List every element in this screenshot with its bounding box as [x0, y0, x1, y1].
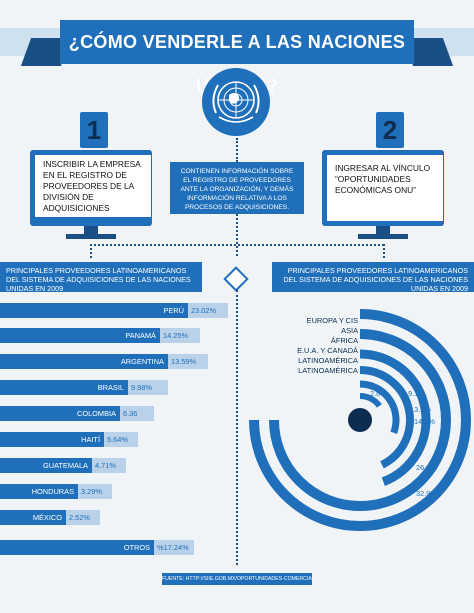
bar-country-label: OTROS	[123, 543, 150, 552]
bar-value-label: %17.24%	[157, 543, 189, 552]
bar-value-label: 23.02%	[191, 306, 217, 315]
connector-horizontal	[90, 244, 384, 246]
source-note: FUENTE: HTTP://SIIE.GOB.MX/OPORTUNIDADES…	[162, 573, 312, 585]
bar-cap	[66, 510, 100, 525]
bar-row: HONDURAS 3.29%	[0, 484, 236, 499]
vertical-divider	[236, 290, 238, 565]
monitor-1-base	[66, 234, 116, 239]
bar-row: MÉXICO 2.52%	[0, 510, 236, 525]
bar-country-label: COLOMBIA	[76, 409, 116, 418]
bar-mark	[0, 406, 120, 421]
bar-country-label: PERÚ	[163, 306, 184, 315]
bar-value-label: 14.25%	[163, 331, 189, 340]
bar-row: PANAMÁ 14.25%	[0, 328, 236, 343]
arc-value-label: 32.9%	[416, 489, 437, 498]
connector-top	[236, 138, 238, 162]
bar-cap	[154, 540, 194, 555]
monitor-2-neck	[376, 226, 390, 234]
arc-value-label: 13.9%	[410, 405, 431, 414]
bar-cap	[78, 484, 112, 499]
page-title: ¿CÓMO VENDERLE A LAS NACIONES UNIDAS?	[60, 20, 414, 96]
bar-row: ARGENTINA 13.59%	[0, 354, 236, 369]
arc-mark	[359, 366, 414, 469]
bar-value-label: 4.71%	[95, 461, 116, 470]
monitor-2-base	[358, 234, 408, 239]
arc-region-label: EUROPA Y CIS	[307, 316, 358, 325]
bar-cap	[188, 303, 228, 318]
monitor-1-neck	[84, 226, 98, 234]
arc-center-dot	[348, 408, 372, 432]
bar-row: PERÚ 23.02%	[0, 303, 236, 318]
bar-country-label: PANAMÁ	[125, 331, 156, 340]
arc-region-label: LATINOAMÉRICA	[298, 366, 358, 375]
un-emblem-icon	[202, 68, 270, 136]
step-1-text: INSCRIBIR LA EMPRESA EN EL REGISTRO DE P…	[35, 155, 151, 217]
bar-row: HAITÍ 5.64%	[0, 432, 236, 447]
arc-value-label: 9.1%	[408, 389, 425, 398]
arc-mark	[249, 309, 471, 531]
bar-cap	[92, 458, 126, 473]
arc-region-label: ASIA	[341, 326, 358, 335]
bar-value-label: 13.59%	[171, 357, 197, 366]
bar-mark	[0, 354, 168, 369]
bar-value-label: 3.29%	[81, 487, 102, 496]
bar-row: OTROS %17.24%	[0, 540, 236, 555]
bar-cap	[160, 328, 200, 343]
bar-mark	[0, 303, 188, 318]
bar-value-label: 2.52%	[69, 513, 90, 522]
bar-country-label: MÉXICO	[32, 513, 62, 522]
bar-value-label: 5.64%	[107, 435, 128, 444]
bar-chart: PERÚ 23.02% PANAMÁ 14.25% ARGENTINA 13.59% BRA…	[0, 303, 236, 558]
bar-mark	[0, 484, 78, 499]
bar-country-label: ARGENTINA	[120, 357, 164, 366]
arc-mark	[359, 393, 382, 408]
arc-region-label: E.U.A. Y CANADÁ	[297, 346, 358, 355]
bar-mark	[0, 380, 128, 395]
bar-cap	[120, 406, 154, 421]
bar-country-label: GUATEMALA	[42, 461, 88, 470]
bar-mark	[0, 328, 160, 343]
bar-cap	[104, 432, 138, 447]
bar-row: BRASIL 9.98%	[0, 380, 236, 395]
connector-middle	[236, 214, 238, 256]
arc-value-label: 14.5%	[414, 417, 435, 426]
step-2-text: INGRESAR AL VÍNCULO “OPORTUNIDADES ECONÓ…	[327, 155, 443, 221]
bar-cap	[128, 380, 168, 395]
monitor-1: INSCRIBIR LA EMPRESA EN EL REGISTRO DE P…	[30, 150, 152, 226]
bar-cap	[168, 354, 208, 369]
monitor-2: INGRESAR AL VÍNCULO “OPORTUNIDADES ECONÓ…	[322, 150, 444, 226]
right-section-header: PRINCIPALES PROVEEDORES LATINOAMERICANOS…	[272, 262, 474, 293]
bar-country-label: HONDURAS	[31, 487, 74, 496]
bar-country-label: HAITÍ	[81, 435, 100, 444]
step-2-badge: 2	[376, 112, 404, 148]
bar-value-label: 9.98%	[131, 383, 152, 392]
arc-value-label: 2.8%	[370, 389, 387, 398]
arc-region-label: ÁFRICA	[331, 336, 358, 345]
arc-mark	[359, 349, 431, 486]
divider-diamond-icon	[223, 266, 249, 292]
arc-mark	[359, 380, 400, 434]
bar-row: GUATEMALA 4.71%	[0, 458, 236, 473]
bar-value-label: 6.36	[123, 409, 138, 418]
arc-chart: EUROPA Y CIS 32.9% ASIA 26.8% ÁFRICA 14.5% E.U…	[240, 300, 474, 562]
connector-left	[90, 244, 92, 258]
arc-region-label: LATINOAMÉRICA	[298, 356, 358, 365]
bar-row: COLOMBIA 6.36	[0, 406, 236, 421]
arc-value-label: 26.8%	[416, 463, 437, 472]
arc-mark	[269, 329, 451, 511]
middle-note: CONTIENEN INFORMACIÓN SOBRE EL REGISTRO …	[170, 162, 304, 214]
bar-country-label: BRASIL	[97, 383, 124, 392]
bar-mark	[0, 540, 154, 555]
step-1-badge: 1	[80, 112, 108, 148]
connector-right	[383, 244, 385, 258]
bar-mark	[0, 432, 104, 447]
bar-mark	[0, 458, 92, 473]
left-section-header: PRINCIPALES PROVEEDORES LATINOAMERICANOS…	[0, 262, 202, 293]
bar-mark	[0, 510, 66, 525]
